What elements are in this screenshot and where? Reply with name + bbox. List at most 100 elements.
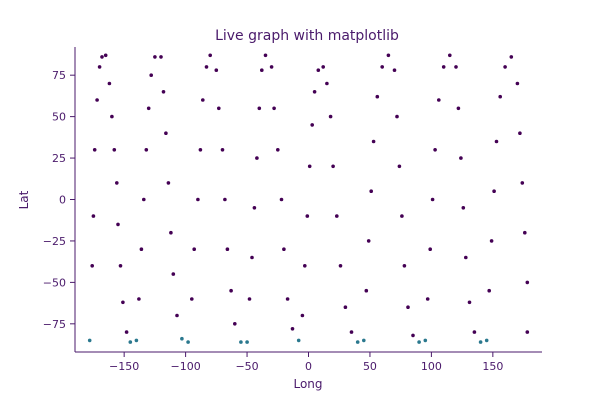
scatter-point xyxy=(325,81,329,86)
scatter-point xyxy=(201,98,205,102)
scatter-point xyxy=(142,197,146,202)
scatter-point xyxy=(255,156,259,160)
scatter-point xyxy=(461,206,466,210)
scatter-point xyxy=(233,322,237,326)
scatter-point xyxy=(252,206,257,210)
x-tick-label: −150 xyxy=(109,360,139,373)
x-tick-label: 150 xyxy=(482,360,503,373)
scatter-point xyxy=(217,106,221,111)
scatter-point xyxy=(338,264,343,268)
scatter-point xyxy=(395,114,399,119)
scatter-point xyxy=(366,239,371,243)
scatter-point xyxy=(128,340,133,344)
scatter-point xyxy=(425,297,430,301)
scatter-point xyxy=(411,333,415,338)
scatter-point xyxy=(198,148,203,152)
scatter-point xyxy=(343,305,348,310)
scatter-point xyxy=(124,330,129,334)
scatter-point xyxy=(146,106,151,111)
scatter-point xyxy=(433,148,437,152)
scatter-point xyxy=(392,68,397,72)
y-tick-label: 25 xyxy=(52,152,66,165)
scatter-point xyxy=(97,65,102,69)
scatter-point xyxy=(115,181,119,185)
scatter-point xyxy=(95,98,99,102)
scatter-point xyxy=(239,340,243,344)
scatter-point xyxy=(472,330,477,334)
scatter-point xyxy=(459,156,463,160)
scatter-point xyxy=(386,53,391,58)
scatter-point xyxy=(503,65,507,69)
y-tick-label: 50 xyxy=(52,111,66,124)
scatter-point xyxy=(303,264,307,268)
x-tick-label: −50 xyxy=(235,360,258,373)
scatter-point xyxy=(520,181,525,185)
scatter-point xyxy=(428,247,433,251)
scatter-point xyxy=(305,214,310,218)
scatter-point xyxy=(525,280,530,285)
scatter-point xyxy=(369,189,374,193)
scatter-point xyxy=(321,65,326,69)
scatter-point xyxy=(478,340,483,344)
scatter-point xyxy=(149,73,153,77)
scatter-point xyxy=(417,340,421,344)
scatter-point xyxy=(279,197,284,202)
scatter-point xyxy=(467,300,472,305)
scatter-point xyxy=(229,288,233,293)
scatter-point xyxy=(423,338,428,343)
scatter-point xyxy=(208,53,212,58)
scatter-point xyxy=(144,148,149,152)
x-tick-label: 100 xyxy=(421,360,442,373)
scatter-point xyxy=(402,264,407,268)
scatter-point xyxy=(186,340,190,344)
scatter-point xyxy=(355,340,360,344)
scatter-point xyxy=(515,81,520,86)
scatter-point xyxy=(371,139,376,144)
scatter-point xyxy=(518,131,522,135)
scatter-point xyxy=(484,338,489,343)
scatter-point xyxy=(307,164,312,169)
y-tick-label: −50 xyxy=(43,276,66,289)
scatter-point xyxy=(406,305,410,310)
scatter-point xyxy=(92,148,97,152)
x-axis-label: Long xyxy=(293,377,322,391)
scatter-point xyxy=(153,55,157,59)
scatter-point xyxy=(316,68,321,72)
scatter-point xyxy=(362,338,366,343)
scatter-point xyxy=(437,98,441,102)
scatter-points xyxy=(87,53,530,344)
scatter-point xyxy=(494,139,499,144)
scatter-point xyxy=(525,330,530,334)
scatter-point xyxy=(441,65,446,69)
scatter-point xyxy=(263,53,268,58)
scatter-point xyxy=(180,336,184,341)
scatter-point xyxy=(190,297,194,301)
scatter-point xyxy=(464,255,468,260)
x-axis-ticks: −150 −100 −50 0 50 100 150 xyxy=(109,352,503,373)
scatter-point xyxy=(91,214,96,218)
scatter-point xyxy=(272,106,276,111)
x-tick-label: 0 xyxy=(305,360,312,373)
scatter-point xyxy=(87,338,92,343)
scatter-point xyxy=(400,214,404,218)
scatter-point xyxy=(139,247,144,251)
scatter-point xyxy=(331,164,335,169)
scatter-point xyxy=(290,327,295,331)
chart-title: Live graph with matplotlib xyxy=(215,28,399,44)
scatter-point xyxy=(364,288,369,293)
scatter-point xyxy=(161,90,166,94)
scatter-point xyxy=(137,297,141,301)
scatter-point xyxy=(90,264,94,268)
scatter-point xyxy=(285,297,290,301)
scatter-point xyxy=(375,94,380,99)
scatter-point xyxy=(196,197,200,202)
scatter-point xyxy=(245,340,249,344)
x-tick-label: 50 xyxy=(363,360,377,373)
scatter-point xyxy=(523,230,527,235)
scatter-point xyxy=(250,255,254,260)
scatter-point xyxy=(220,148,225,152)
scatter-point xyxy=(107,81,112,86)
scatter-point xyxy=(498,94,503,99)
scatter-point xyxy=(247,297,252,301)
